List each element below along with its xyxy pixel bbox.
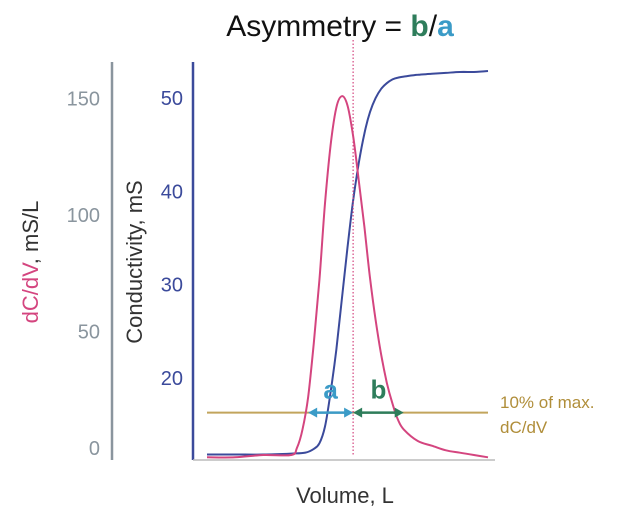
derivative-axis-ticks: 0 50 100 150 <box>67 89 100 461</box>
x-axis-label: Volume, L <box>296 483 394 508</box>
conductivity-axis-ticks: 20 30 40 50 <box>161 88 183 390</box>
title-slash: / <box>429 10 438 43</box>
segment-a <box>308 407 354 418</box>
conductivity-tick-label: 20 <box>161 368 183 390</box>
conductivity-curve <box>206 70 489 456</box>
conductivity-tick-label: 30 <box>161 275 183 297</box>
derivative-tick-label: 100 <box>67 205 100 227</box>
arrowhead-left-icon <box>353 407 363 418</box>
conductivity-axis-label: Conductivity, mS <box>122 180 147 343</box>
arrowhead-right-icon <box>344 407 354 418</box>
derivative-axis-label-part2: , mS/L <box>18 201 43 265</box>
derivative-tick-label: 50 <box>78 322 100 344</box>
title-prefix: Asymmetry = <box>226 10 410 43</box>
arrowhead-left-icon <box>308 407 318 418</box>
derivative-curve <box>206 95 489 459</box>
title-a: a <box>437 10 454 43</box>
derivative-tick-label: 150 <box>67 89 100 111</box>
conductivity-tick-label: 40 <box>161 181 183 203</box>
arrowhead-right-icon <box>394 407 404 418</box>
segment-b-label: b <box>370 375 386 405</box>
segment-b <box>353 407 404 418</box>
title-b: b <box>410 10 428 43</box>
reference-label-line1: 10% of max. <box>500 393 595 412</box>
chart-title: Asymmetry = b/a <box>226 10 454 43</box>
derivative-axis-label: dC/dV, mS/L <box>18 201 43 324</box>
conductivity-tick-label: 50 <box>161 88 183 110</box>
derivative-axis-label-part1: dC/dV <box>18 262 43 323</box>
reference-label-line2: dC/dV <box>500 418 548 437</box>
segment-a-label: a <box>323 375 338 405</box>
derivative-tick-label: 0 <box>89 438 100 460</box>
